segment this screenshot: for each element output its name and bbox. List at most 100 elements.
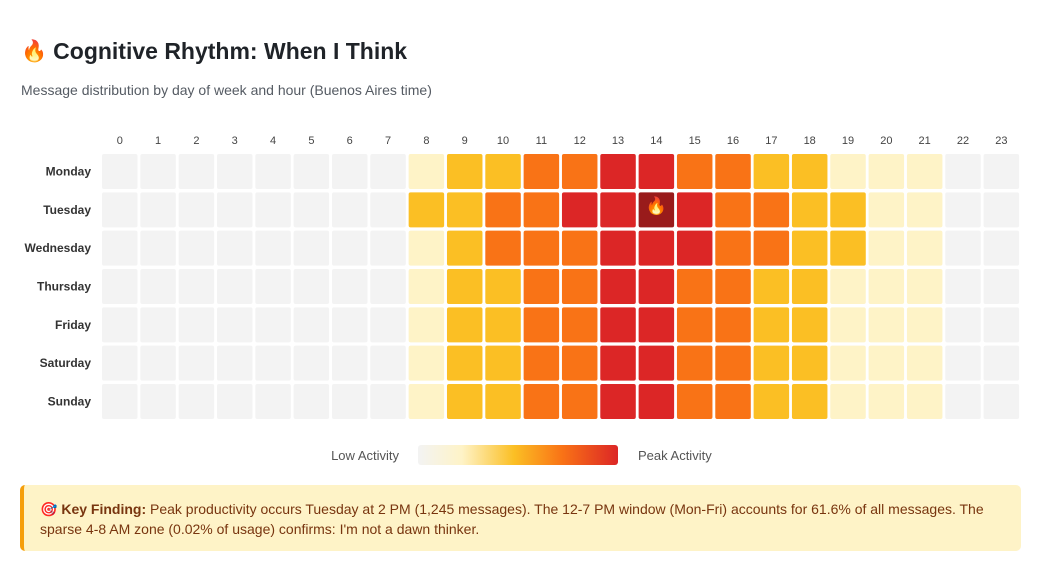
heatmap-cell-monday-15 [676,154,713,189]
heatmap-cell-monday-20 [868,154,905,189]
heatmap-cell-friday-14 [638,307,675,343]
hour-label-14: 14 [650,135,662,147]
heatmap-cell-thursday-0 [102,268,138,304]
heatmap-cell-monday-5 [293,154,330,189]
heatmap-cell-wednesday-5 [293,230,330,266]
heatmap-cell-friday-15 [676,307,713,343]
heatmap-cell-wednesday-3 [216,230,253,266]
heatmap-cell-sunday-21 [906,383,943,419]
heatmap-cell-friday-0 [102,307,138,343]
heatmap-cell-tuesday-3 [216,192,253,228]
heatmap-cell-thursday-13 [600,268,636,304]
hour-label-19: 19 [842,135,854,147]
heatmap-cell-thursday-11 [523,268,560,304]
heatmap-cell-monday-8 [408,154,445,189]
heatmap-cell-wednesday-2 [178,230,215,266]
heatmap-cell-sunday-1 [140,383,176,419]
heatmap-cell-sunday-19 [830,383,866,419]
hour-label-16: 16 [727,135,739,147]
heatmap-cell-tuesday-20 [868,192,905,228]
heatmap-cell-tuesday-0 [102,192,138,228]
hour-label-0: 0 [117,135,123,147]
heatmap-cell-thursday-18 [791,268,828,304]
heatmap-cell-wednesday-16 [715,230,751,266]
heatmap-cell-tuesday-19 [830,192,866,228]
heatmap-cell-monday-3 [216,154,253,189]
heatmap-cell-saturday-15 [676,345,713,381]
heatmap-cell-monday-19 [830,154,866,189]
heatmap-cell-friday-1 [140,307,176,343]
heatmap-cell-monday-1 [140,154,176,189]
heatmap-cell-sunday-5 [293,383,330,419]
heatmap-cell-saturday-18 [791,345,828,381]
heatmap-cell-tuesday-12 [561,192,598,228]
heatmap-cell-monday-4 [255,154,291,189]
heatmap-cell-saturday-3 [216,345,253,381]
peak-fire-icon: 🔥 [646,195,667,215]
heatmap-cell-sunday-23 [983,383,1020,419]
heatmap-cell-saturday-12 [561,345,598,381]
heatmap-cell-tuesday-17 [753,192,790,228]
hour-label-1: 1 [155,135,161,147]
heatmap-cell-monday-13 [600,154,636,189]
heatmap-cell-saturday-4 [255,345,291,381]
heatmap-cell-wednesday-10 [485,230,521,266]
day-label-sunday: Sunday [48,394,92,408]
heatmap-cell-tuesday-4 [255,192,291,228]
heatmap-cell-thursday-15 [676,268,713,304]
heatmap-cell-thursday-6 [331,268,368,304]
day-label-tuesday: Tuesday [43,203,91,217]
heatmap-cell-monday-16 [715,154,751,189]
heatmap-cell-thursday-12 [561,268,598,304]
heatmap-cell-sunday-12 [561,383,598,419]
heatmap-cell-wednesday-14 [638,230,675,266]
heatmap-cell-monday-10 [485,154,521,189]
heatmap-cell-friday-4 [255,307,291,343]
hour-label-10: 10 [497,135,509,147]
heatmap-cell-tuesday-22 [945,192,981,228]
heatmap-cell-tuesday-15 [676,192,713,228]
heatmap-cell-wednesday-9 [446,230,483,266]
heatmap-cell-tuesday-7 [370,192,406,228]
heatmap-cell-wednesday-23 [983,230,1020,266]
heatmap-cell-wednesday-22 [945,230,981,266]
hour-label-15: 15 [689,135,701,147]
key-finding-text: Peak productivity occurs Tuesday at 2 PM… [40,501,984,537]
heatmap-cell-saturday-17 [753,345,790,381]
day-label-saturday: Saturday [40,356,92,370]
heatmap-cell-monday-22 [945,154,981,189]
heatmap-cell-wednesday-1 [140,230,176,266]
heatmap-cell-thursday-4 [255,268,291,304]
heatmap-cell-thursday-9 [446,268,483,304]
heatmap-cell-sunday-14 [638,383,675,419]
heatmap-cell-friday-19 [830,307,866,343]
hour-label-20: 20 [880,135,892,147]
heatmap-cell-sunday-7 [370,383,406,419]
heatmap-cell-saturday-11 [523,345,560,381]
heatmap-cell-thursday-1 [140,268,176,304]
heatmap-cell-sunday-22 [945,383,981,419]
heatmap-cell-thursday-22 [945,268,981,304]
heatmap-cell-monday-2 [178,154,215,189]
heatmap-cell-saturday-0 [102,345,138,381]
heatmap-cell-monday-12 [561,154,598,189]
heatmap-cell-friday-22 [945,307,981,343]
legend-gradient-bar [418,445,618,465]
heatmap-cell-friday-7 [370,307,406,343]
heatmap-cell-sunday-9 [446,383,483,419]
heatmap-cell-thursday-2 [178,268,215,304]
heatmap-cell-friday-12 [561,307,598,343]
hour-label-7: 7 [385,135,391,147]
heatmap-cell-wednesday-19 [830,230,866,266]
heatmap-cell-thursday-8 [408,268,445,304]
heatmap-cell-wednesday-11 [523,230,560,266]
heatmap-cell-sunday-18 [791,383,828,419]
heatmap-cell-thursday-7 [370,268,406,304]
heatmap-cell-friday-2 [178,307,215,343]
heatmap-cell-sunday-3 [216,383,253,419]
heatmap-cell-friday-17 [753,307,790,343]
heatmap-cell-friday-13 [600,307,636,343]
hour-label-23: 23 [995,135,1007,147]
hour-label-4: 4 [270,135,276,147]
heatmap-cell-saturday-8 [408,345,445,381]
